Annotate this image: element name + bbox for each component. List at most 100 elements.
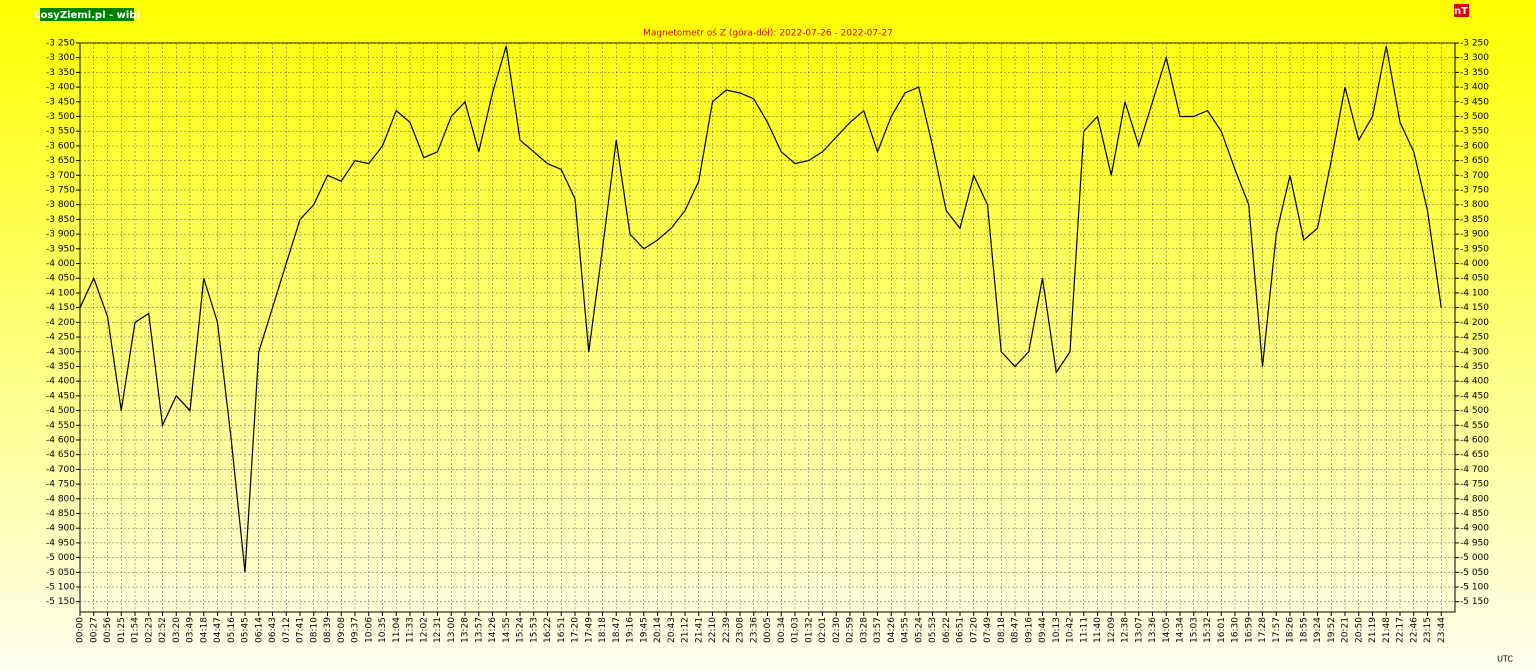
y2-tick-label: -4 400 [1460,377,1489,387]
y2-tick-label: -4 500 [1460,406,1489,416]
y2-tick-label: -4 350 [1460,362,1489,372]
x-tick-label: 23:15 [1423,617,1433,643]
y-tick-label: -4 950 [46,538,75,548]
x-tick-label: 23:36 [749,617,759,643]
y-tick-label: -4 700 [46,465,75,475]
x-tick-label: 13:57 [474,617,484,643]
y-tick-label: -4 750 [46,480,75,490]
y2-tick-label: -5 050 [1460,568,1489,578]
x-tick-label: 17:49 [584,617,594,643]
x-tick-label: 17:57 [1272,617,1282,643]
x-tick-label: 10:42 [1066,617,1076,643]
x-tick-label: 12:31 [433,617,443,643]
x-tick-label: 22:39 [722,617,732,643]
y-tick-label: -4 400 [46,377,75,387]
x-tick-label: 19:52 [1327,617,1337,643]
x-tick-label: 01:32 [804,617,814,643]
y-tick-label: -4 200 [46,318,75,328]
x-tick-label: 01:03 [791,617,801,643]
x-tick-label: 06:22 [942,617,952,643]
y2-tick-label: -3 850 [1460,215,1489,225]
y2-tick-label: -3 700 [1460,171,1489,181]
y2-tick-label: -3 450 [1460,97,1489,107]
x-tick-label: 11:40 [1093,617,1103,643]
y-tick-label: -3 450 [46,97,75,107]
y-tick-label: -4 250 [46,333,75,343]
x-tick-label: 06:51 [956,617,966,643]
x-axis-label: UTC [1497,655,1513,664]
x-tick-label: 18:47 [612,617,622,643]
x-tick-label: 07:41 [296,617,306,643]
y-tick-label: -3 950 [46,244,75,254]
chart-title: Magnetometr oś Z (góra-dół): 2022-07-26 … [643,28,893,39]
x-tick-label: 16:01 [1217,617,1227,643]
y-tick-label: -3 550 [46,127,75,137]
y-tick-label: -4 300 [46,347,75,357]
x-tick-label: 22:46 [1409,617,1419,643]
x-tick-label: 00:56 [103,617,113,643]
y2-tick-label: -4 200 [1460,318,1489,328]
x-tick-label: 21:19 [1368,617,1378,643]
y2-tick-label: -4 250 [1460,333,1489,343]
x-tick-label: 11:33 [406,617,416,643]
x-tick-label: 00:00 [76,617,86,643]
x-tick-label: 20:21 [1341,617,1351,643]
unit-box [1454,4,1469,17]
x-tick-label: 10:35 [378,617,388,643]
x-tick-label: 22:17 [1396,617,1406,643]
y2-tick-label: -4 850 [1460,509,1489,519]
y2-tick-label: -4 450 [1460,391,1489,401]
y2-tick-label: -3 950 [1460,244,1489,254]
x-tick-label: 12:02 [419,617,429,643]
x-tick-label: 23:44 [1437,617,1447,643]
x-tick-label: 21:48 [1382,617,1392,643]
y-tick-label: -3 300 [46,53,75,63]
x-tick-label: 09:16 [1024,617,1034,643]
y-tick-label: -3 700 [46,171,75,181]
y2-tick-label: -4 150 [1460,303,1489,313]
y-tick-label: -4 650 [46,450,75,460]
x-tick-label: 06:43 [268,617,278,643]
y2-tick-label: -3 400 [1460,83,1489,93]
x-tick-label: 10:06 [364,617,374,643]
x-tick-label: 13:28 [461,617,471,643]
x-tick-label: 05:24 [914,617,924,643]
x-tick-label: 02:23 [144,617,154,643]
x-tick-label: 03:28 [859,617,869,643]
x-tick-label: 03:49 [186,617,196,643]
x-tick-label: 13:00 [447,617,457,643]
x-tick-label: 20:50 [1354,617,1364,643]
y2-tick-label: -4 000 [1460,259,1489,269]
x-tick-label: 17:28 [1258,617,1268,643]
x-tick-label: 03:20 [172,617,182,643]
y2-tick-label: -3 600 [1460,141,1489,151]
x-tick-label: 20:43 [667,617,677,643]
y2-tick-label: -4 750 [1460,480,1489,490]
y-tick-label: -4 600 [46,435,75,445]
x-tick-label: 23:08 [736,617,746,643]
y-tick-label: -4 850 [46,509,75,519]
y-tick-label: -4 150 [46,303,75,313]
x-tick-label: 18:18 [598,617,608,643]
x-tick-label: 05:45 [241,617,251,643]
x-tick-label: 18:55 [1299,617,1309,643]
x-tick-label: 04:47 [213,617,223,643]
x-tick-label: 14:34 [1176,617,1186,643]
badge-box [40,8,134,21]
x-tick-label: 22:10 [708,617,718,643]
y-tick-label: -5 000 [46,553,75,563]
x-tick-label: 17:20 [571,617,581,643]
unit: nT [1454,6,1468,17]
y-tick-label: -3 600 [46,141,75,151]
x-tick-label: 02:30 [832,617,842,643]
x-tick-label: 20:14 [653,617,663,643]
x-tick-label: 00:34 [777,617,787,643]
x-tick-label: 00:27 [89,617,99,643]
y-tick-label: -3 650 [46,156,75,166]
x-tick-label: 04:55 [901,617,911,643]
y2-tick-label: -3 750 [1460,186,1489,196]
y2-tick-label: -4 100 [1460,288,1489,298]
y-tick-label: -4 450 [46,391,75,401]
